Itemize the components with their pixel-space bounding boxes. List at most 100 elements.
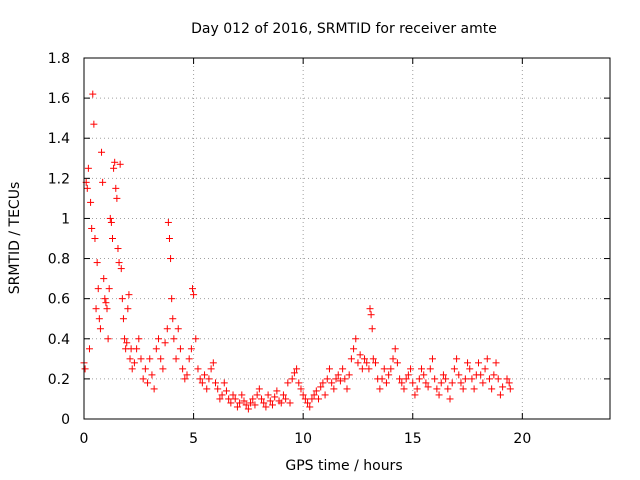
data-point bbox=[499, 383, 507, 391]
data-point bbox=[152, 345, 160, 353]
data-point bbox=[123, 339, 131, 347]
data-point bbox=[93, 259, 101, 267]
data-point bbox=[220, 379, 228, 387]
data-point bbox=[102, 299, 110, 307]
data-point bbox=[396, 375, 404, 383]
data-point bbox=[470, 385, 478, 393]
data-point bbox=[128, 365, 136, 373]
data-point bbox=[459, 385, 467, 393]
data-point bbox=[376, 385, 384, 393]
data-point bbox=[268, 401, 276, 409]
data-point bbox=[172, 355, 180, 363]
data-point bbox=[328, 379, 336, 387]
data-point bbox=[457, 379, 465, 387]
data-point bbox=[90, 120, 98, 128]
data-point bbox=[334, 371, 342, 379]
data-point bbox=[407, 365, 415, 373]
data-point bbox=[212, 379, 219, 387]
data-point bbox=[205, 375, 213, 383]
data-point bbox=[310, 391, 318, 399]
data-point bbox=[299, 391, 307, 399]
data-point bbox=[121, 335, 129, 343]
data-point bbox=[415, 375, 423, 383]
data-point bbox=[194, 365, 202, 373]
data-point bbox=[435, 391, 443, 399]
data-point bbox=[404, 371, 412, 379]
data-point bbox=[185, 355, 193, 363]
data-point bbox=[242, 401, 250, 409]
y-axis: 0 0.2 0.4 0.6 0.8 1 1.2 1.4 1.6 1.8 bbox=[48, 51, 610, 428]
data-point bbox=[146, 355, 154, 363]
data-point bbox=[174, 325, 182, 333]
data-point bbox=[163, 325, 171, 333]
data-point bbox=[385, 371, 393, 379]
data-point bbox=[104, 335, 112, 343]
data-point bbox=[442, 375, 450, 383]
x-axis: 0 5 10 15 20 bbox=[80, 58, 531, 447]
x-axis-label: GPS time / hours bbox=[285, 458, 402, 474]
data-point bbox=[170, 335, 178, 343]
data-point bbox=[455, 371, 463, 379]
data-point bbox=[130, 359, 138, 367]
data-point bbox=[439, 371, 447, 379]
x-tick-label: 10 bbox=[294, 431, 312, 447]
data-point bbox=[367, 311, 375, 319]
data-point bbox=[332, 375, 340, 383]
data-point bbox=[164, 218, 172, 226]
data-point bbox=[297, 385, 305, 393]
data-point bbox=[393, 359, 401, 367]
data-point bbox=[192, 335, 200, 343]
data-point bbox=[249, 395, 257, 403]
data-point bbox=[293, 365, 301, 373]
chart-title: Day 012 of 2016, SRMTID for receiver amt… bbox=[191, 21, 497, 37]
data-point bbox=[187, 345, 195, 353]
data-point bbox=[418, 365, 426, 373]
data-point bbox=[330, 385, 338, 393]
data-point bbox=[380, 365, 388, 373]
data-point bbox=[266, 397, 274, 405]
y-tick-label: 0 bbox=[61, 412, 70, 428]
data-point bbox=[201, 371, 209, 379]
data-point bbox=[339, 365, 347, 373]
data-point bbox=[366, 305, 374, 313]
data-point bbox=[81, 365, 89, 373]
data-point bbox=[345, 371, 353, 379]
data-point bbox=[260, 399, 268, 407]
data-point bbox=[382, 379, 390, 387]
data-point bbox=[378, 375, 386, 383]
data-point bbox=[428, 355, 436, 363]
data-point bbox=[103, 305, 111, 313]
data-point bbox=[343, 385, 351, 393]
data-point bbox=[288, 375, 296, 383]
data-point bbox=[236, 399, 244, 407]
data-point bbox=[477, 371, 485, 379]
x-tick-label: 20 bbox=[513, 431, 531, 447]
data-point bbox=[363, 359, 371, 367]
data-point bbox=[409, 379, 417, 387]
y-tick-label: 1.6 bbox=[48, 91, 70, 107]
data-point bbox=[422, 379, 430, 387]
data-point bbox=[453, 355, 461, 363]
data-point bbox=[135, 335, 143, 343]
data-point bbox=[317, 383, 325, 391]
data-point bbox=[144, 379, 152, 387]
data-point bbox=[448, 379, 456, 387]
data-point bbox=[190, 291, 198, 299]
data-point bbox=[444, 385, 452, 393]
data-point bbox=[115, 259, 123, 267]
data-point bbox=[325, 365, 333, 373]
data-point bbox=[238, 391, 246, 399]
data-point bbox=[89, 90, 97, 98]
x-tick-label: 15 bbox=[404, 431, 422, 447]
data-point bbox=[233, 403, 241, 411]
data-point bbox=[244, 405, 252, 413]
data-point bbox=[114, 245, 122, 253]
data-point bbox=[203, 385, 211, 393]
y-tick-label: 0.8 bbox=[48, 252, 70, 268]
data-point bbox=[111, 158, 119, 166]
data-point bbox=[198, 379, 206, 387]
data-point bbox=[126, 355, 134, 363]
data-point bbox=[108, 235, 116, 242]
data-point bbox=[431, 375, 439, 383]
